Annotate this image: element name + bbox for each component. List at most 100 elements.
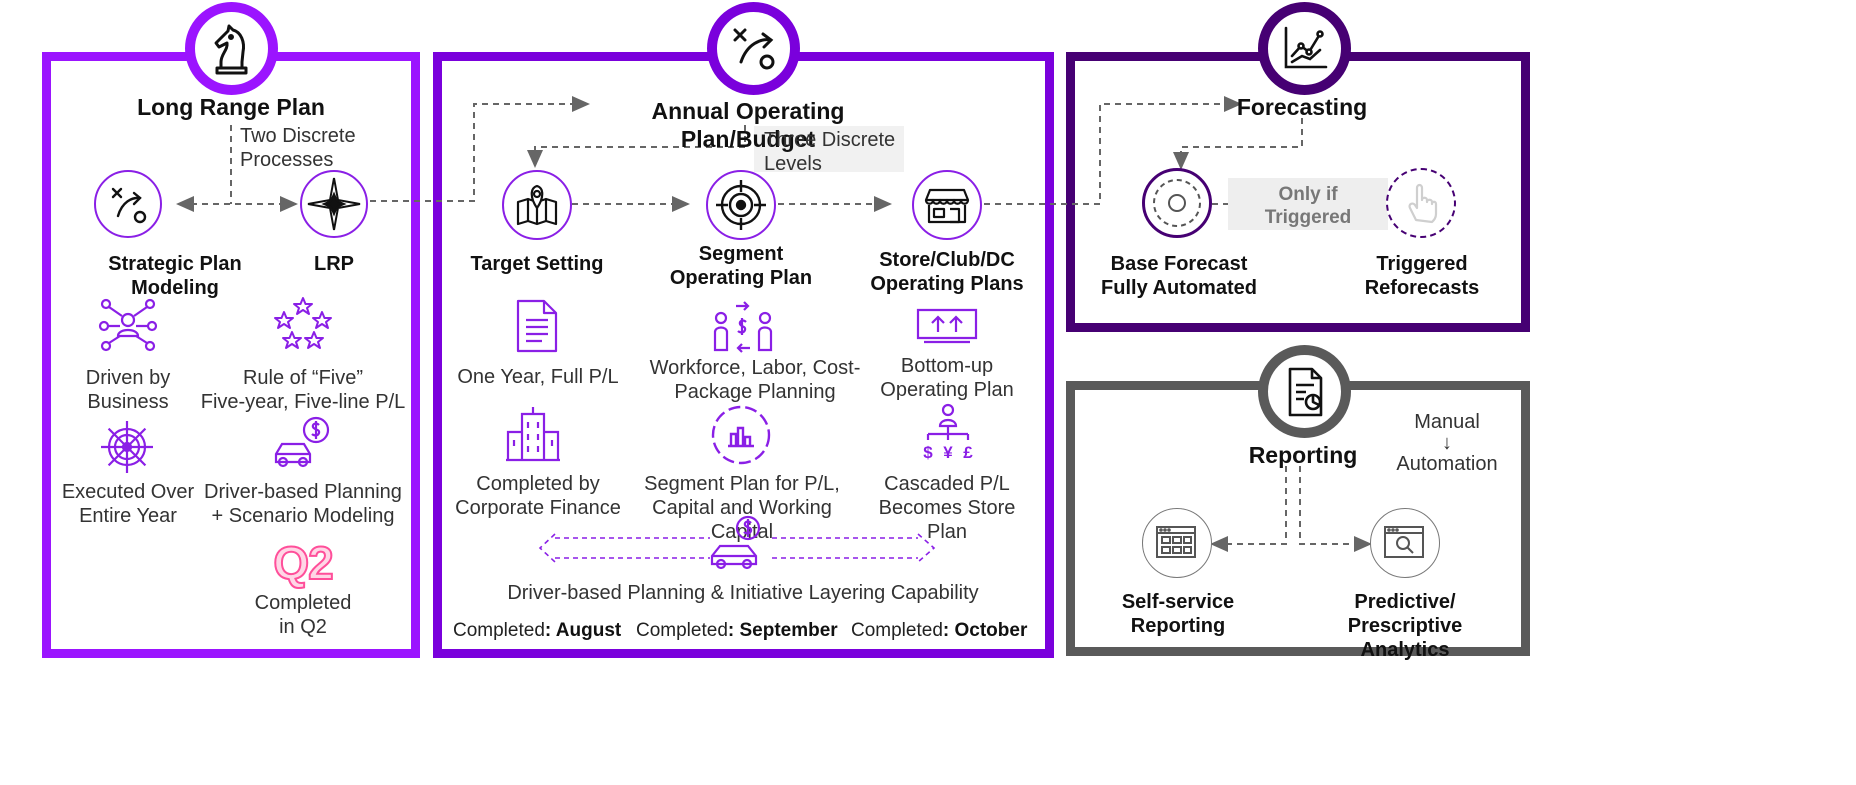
label-line: Package Planning <box>674 381 836 403</box>
rule-of-five-label: Rule of “Five” Five-year, Five-line P/L <box>198 366 408 414</box>
three-levels-note: Three Discrete Levels <box>764 128 895 176</box>
note-line: Three Discrete <box>764 129 896 151</box>
forecasting-title: Forecasting <box>1236 94 1368 120</box>
reporting-to-predictive-arrow <box>1299 466 1372 552</box>
dashboard-window-icon <box>1142 508 1212 578</box>
label-line: Base Forecast <box>1110 253 1248 275</box>
annual-to-forecasting-arrow <box>984 96 1242 205</box>
lrp-label: LRP <box>314 253 354 275</box>
workforce-planning-label: Workforce, Labor, Cost- Package Planning <box>640 356 870 404</box>
label-line: Entire Year <box>79 505 177 527</box>
label-line: Corporate Finance <box>455 497 621 519</box>
completed-by-corp-finance-label: Completed by Corporate Finance <box>452 472 624 520</box>
network-people-icon <box>98 298 158 352</box>
label-line: Rule of “Five” <box>242 367 364 389</box>
label-line: Predictive/ <box>1354 591 1456 613</box>
triggered-reforecasts-label: Triggered Reforecasts <box>1352 252 1492 300</box>
base-forecast-node <box>1142 168 1212 238</box>
label-line: Operating Plans <box>870 273 1024 295</box>
note-line: Manual <box>1414 411 1480 433</box>
completed-prefix: Completed <box>851 620 943 641</box>
label-line: Workforce, Labor, Cost- <box>649 357 861 379</box>
workforce-exchange-icon <box>713 301 773 353</box>
self-service-reporting-label: Self-service Reporting <box>1100 590 1256 638</box>
store-operating-plans-label: Store/Club/DC Operating Plans <box>862 248 1032 296</box>
base-forecast-label: Base Forecast Fully Automated <box>1094 252 1264 300</box>
record-circle-icon <box>1153 179 1201 227</box>
completed-prefix: Completed <box>453 620 545 641</box>
segment-plan-label: Segment Plan for P/L, Capital and Workin… <box>624 472 860 544</box>
triggered-reforecast-node <box>1386 168 1456 238</box>
line-chart-icon <box>1258 2 1351 95</box>
driver-based-planning-label: Driver-based Planning + Scenario Modelin… <box>198 480 408 528</box>
q2-badge: Q2 <box>272 536 334 590</box>
document-icon <box>516 299 558 353</box>
driver-double-arrow <box>538 533 936 563</box>
label-line: Reforecasts <box>1364 277 1480 299</box>
office-building-icon <box>506 407 560 462</box>
car-dollar-icon <box>710 515 761 570</box>
bottom-up-plan-label: Bottom-up Operating Plan <box>866 354 1028 402</box>
label-line: + Scenario Modeling <box>211 505 395 527</box>
completed-month: : September <box>727 620 838 641</box>
completed-august: Completed: August <box>453 620 621 643</box>
label-line: Fully Automated <box>1101 277 1257 299</box>
target-setting-label: Target Setting <box>470 253 604 275</box>
map-pin-icon <box>502 170 572 240</box>
analytics-search-icon <box>1370 508 1440 578</box>
manual-to-automation-note: Manual ↓ Automation <box>1382 410 1512 476</box>
segment-operating-plan-label: Segment Operating Plan <box>660 242 822 290</box>
ship-wheel-icon <box>101 421 153 473</box>
reporting-to-self-service-arrow <box>1210 466 1287 552</box>
bar-chart-circle-icon <box>711 405 771 465</box>
note-line: Triggered <box>1264 206 1352 228</box>
label-line: Segment <box>698 243 784 265</box>
completed-month: : August <box>544 620 622 641</box>
compass-star-icon <box>300 170 368 238</box>
note-line: Only if <box>1278 184 1338 205</box>
annual-to-target-arrow <box>527 125 746 168</box>
label-line: Executed Over <box>61 481 195 503</box>
svg-text:¥: ¥ <box>943 443 953 462</box>
svg-text:$: $ <box>923 443 933 462</box>
strategy-play-icon <box>94 170 162 238</box>
completed-october: Completed: October <box>851 620 1027 643</box>
label-line: Bottom-up <box>900 355 994 377</box>
down-arrow-icon: ↓ <box>1442 432 1452 454</box>
only-if-note-bg <box>1228 178 1388 230</box>
label-line: Operating Plan <box>880 379 1014 401</box>
one-year-full-pl-label: One Year, Full P/L <box>457 366 619 388</box>
label-line: Prescriptive Analytics <box>1347 615 1463 661</box>
label-line: Business <box>87 391 169 413</box>
label-line: Reporting <box>1130 615 1226 637</box>
note-line: Automation <box>1396 453 1498 475</box>
currency-hierarchy-icon: $ ¥ £ <box>923 403 973 462</box>
forecast-to-base-arrow <box>1173 118 1303 170</box>
lrp-to-annual-arrow <box>370 96 590 202</box>
reporting-title: Reporting <box>1248 442 1358 468</box>
note-line: Two Discrete <box>240 125 356 147</box>
strategy-play-icon <box>707 2 800 95</box>
driven-by-business-label: Driven by Business <box>58 366 198 414</box>
storefront-icon <box>912 170 982 240</box>
label-line: Completed <box>254 592 352 614</box>
label-line: Store/Club/DC <box>879 249 1015 271</box>
note-line: Processes <box>240 149 334 171</box>
label-line: Five-year, Five-line P/L <box>200 391 406 413</box>
label-line: Capital and Working Capital <box>652 497 832 543</box>
label-line: Driver-based Planning <box>204 481 402 503</box>
svg-text:£: £ <box>963 443 973 462</box>
label-line: Becomes Store Plan <box>878 497 1016 543</box>
target-icon <box>706 170 776 240</box>
growth-arrows-board-icon <box>916 308 978 344</box>
tap-hand-icon <box>1408 183 1438 224</box>
chess-knight-icon <box>185 2 278 95</box>
label-line: Self-service <box>1121 591 1235 613</box>
five-stars-icon <box>274 297 332 349</box>
predictive-analytics-label: Predictive/ Prescriptive Analytics <box>1302 590 1508 662</box>
long-range-plan-title: Long Range Plan <box>137 94 325 120</box>
completed-q2-label: Completed in Q2 <box>228 591 378 639</box>
two-processes-note: Two Discrete Processes <box>240 124 356 172</box>
label-line: Triggered <box>1376 253 1468 275</box>
annual-operating-plan-title: Annual Operating Plan/Budget <box>651 98 845 152</box>
